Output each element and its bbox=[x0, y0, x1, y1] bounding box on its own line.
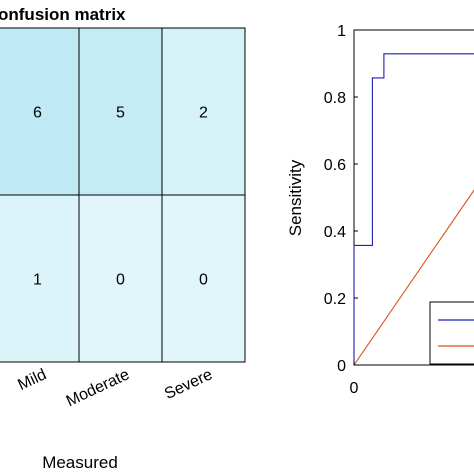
y-tick-label: 0.2 bbox=[324, 291, 346, 308]
x-tick-label: Mild bbox=[15, 366, 49, 394]
confusion-matrix-title: onfusion matrix bbox=[0, 5, 126, 24]
confusion-matrix-cells: 6 5 2 1 0 0 bbox=[0, 27, 246, 363]
matrix-cell-value: 2 bbox=[199, 105, 208, 122]
x-tick-label: Moderate bbox=[64, 366, 133, 410]
x-tick-label: Severe bbox=[162, 366, 215, 403]
confusion-matrix-x-label: Measured bbox=[42, 453, 118, 472]
matrix-cell bbox=[78, 194, 163, 363]
legend-box bbox=[429, 301, 474, 365]
series-line-1 bbox=[353, 53, 474, 365]
matrix-cell bbox=[0, 194, 80, 363]
y-tick-label: 0.6 bbox=[324, 157, 346, 174]
matrix-cell-value: 0 bbox=[116, 272, 125, 289]
x-tick-label: 0 bbox=[350, 380, 359, 397]
legend bbox=[429, 301, 474, 365]
axes-box bbox=[353, 29, 474, 366]
y-tick-label: 0.8 bbox=[324, 90, 346, 107]
sensitivity-plot: 0 0.2 0.4 0.6 0.8 1 01 Sensitivity bbox=[286, 23, 474, 397]
y-tick-label: 0 bbox=[337, 358, 346, 375]
y-ticks: 0 0.2 0.4 0.6 0.8 1 bbox=[324, 23, 358, 375]
matrix-cell-value: 1 bbox=[33, 272, 42, 289]
y-axis-label: Sensitivity bbox=[286, 159, 305, 236]
y-tick-label: 0.4 bbox=[324, 224, 346, 241]
y-tick-label: 1 bbox=[337, 23, 346, 40]
series-line-2 bbox=[353, 189, 474, 366]
plot-area bbox=[353, 29, 474, 366]
confusion-matrix-x-ticks: Mild Moderate Severe bbox=[15, 366, 215, 410]
x-ticks: 01 bbox=[350, 361, 359, 397]
matrix-cell-value: 6 bbox=[33, 105, 42, 122]
confusion-matrix: onfusion matrix 6 5 2 1 0 0 Mild Moderate Sever… bbox=[0, 5, 246, 472]
matrix-cell bbox=[0, 27, 80, 196]
matrix-cell-value: 0 bbox=[199, 272, 208, 289]
matrix-cell-value: 5 bbox=[116, 105, 125, 122]
matrix-cell bbox=[78, 27, 163, 196]
matrix-cell bbox=[161, 194, 246, 363]
